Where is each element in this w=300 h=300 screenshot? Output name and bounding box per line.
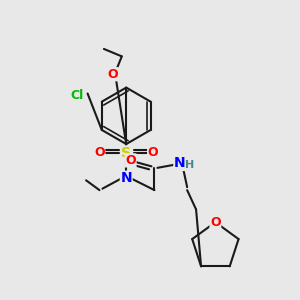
Text: O: O: [125, 154, 136, 167]
Text: Cl: Cl: [70, 88, 84, 101]
Text: O: O: [210, 216, 221, 229]
Text: O: O: [148, 146, 158, 160]
Text: O: O: [107, 68, 118, 81]
Text: H: H: [184, 160, 194, 170]
Text: N: N: [120, 171, 132, 185]
Text: O: O: [94, 146, 105, 160]
Text: S: S: [121, 146, 131, 160]
Text: N: N: [174, 156, 185, 170]
